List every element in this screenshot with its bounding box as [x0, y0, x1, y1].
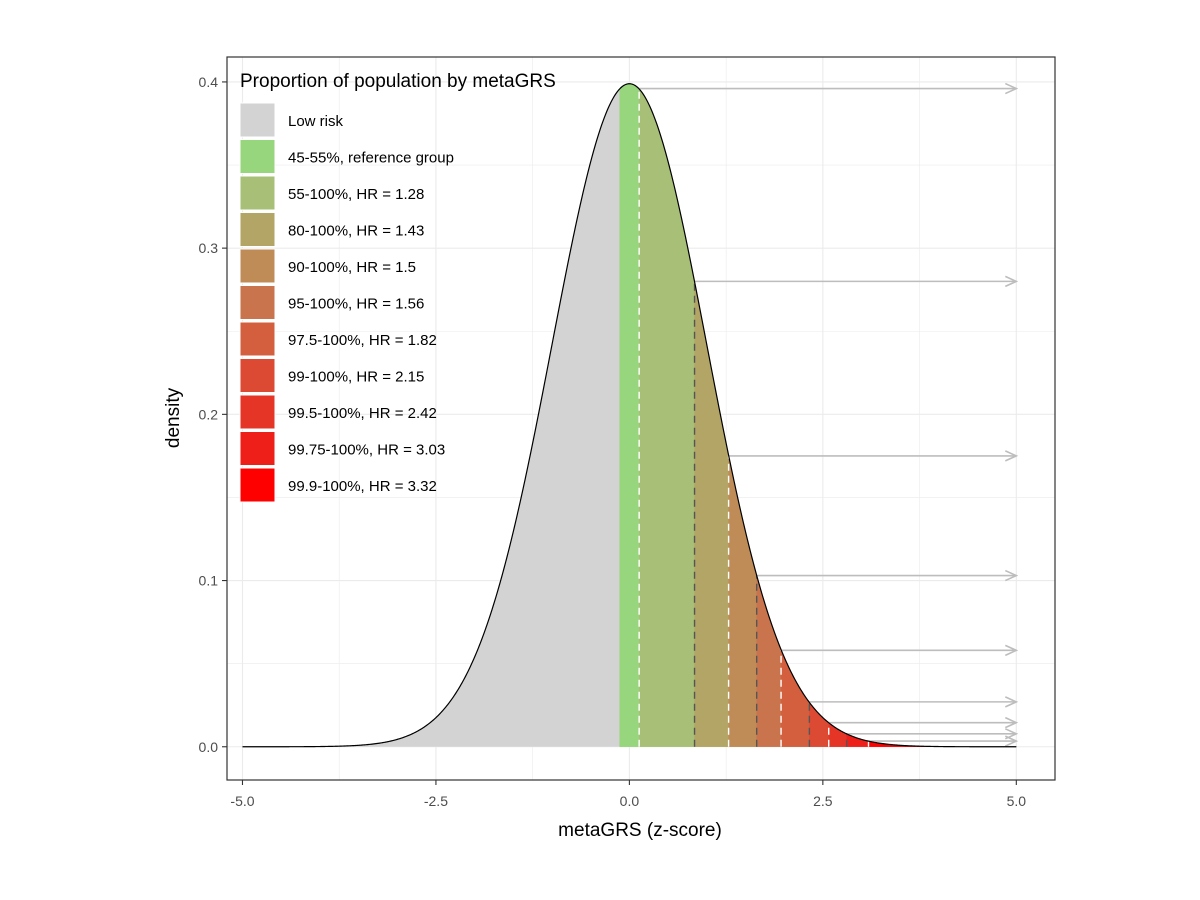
- arrow-head: [1004, 275, 1019, 288]
- legend-label: 99.75-100%, HR = 3.03: [288, 442, 445, 459]
- legend-label: 90-100%, HR = 1.5: [288, 259, 416, 276]
- x-tick-label: 2.5: [813, 793, 833, 809]
- threshold-lines: [638, 88, 870, 747]
- risk-band-area: [828, 722, 847, 747]
- legend-label: 99.5-100%, HR = 2.42: [288, 405, 437, 422]
- risk-band-area: [638, 88, 695, 747]
- x-tick-label: 5.0: [1007, 793, 1027, 809]
- legend-label: 95-100%, HR = 1.56: [288, 296, 424, 313]
- legend-key: [239, 394, 276, 430]
- y-tick-label: 0.4: [199, 74, 219, 90]
- arrow-head: [1004, 696, 1019, 708]
- arrow-head: [1004, 644, 1019, 657]
- legend-label: 99-100%, HR = 2.15: [288, 369, 424, 386]
- legend-label: 45-55%, reference group: [288, 150, 454, 167]
- legend-label: 97.5-100%, HR = 1.82: [288, 332, 437, 349]
- arrow-head: [1004, 716, 1019, 729]
- risk-band-area: [809, 701, 829, 747]
- arrow-head: [1004, 735, 1019, 747]
- legend-label: 99.9-100%, HR = 3.32: [288, 478, 437, 495]
- legend-label: 55-100%, HR = 1.28: [288, 186, 424, 203]
- panel-border: [226, 56, 1056, 781]
- arrow-head: [1004, 569, 1019, 582]
- legend-key: [239, 248, 276, 284]
- arrows: [639, 82, 1019, 747]
- y-tick-label: 0.3: [199, 240, 219, 256]
- arrow-head: [1004, 82, 1019, 95]
- x-tick-label: -2.5: [424, 793, 448, 809]
- legend-key: [239, 321, 276, 357]
- legend-label: 80-100%, HR = 1.43: [288, 223, 424, 240]
- legend-key: [239, 467, 276, 503]
- density-curve-group: [242, 83, 1017, 748]
- y-tick-label: 0.0: [199, 739, 219, 755]
- legend-key: [239, 431, 276, 466]
- legend-key: [239, 139, 276, 174]
- risk-band-area: [756, 575, 782, 747]
- axes: metaGRS (z-score) density -5.0 -2.5 0.0 2.5…: [163, 56, 1056, 841]
- legend-title: Proportion of population by metaGRS: [240, 71, 556, 92]
- arrow-head: [1004, 450, 1019, 462]
- x-tick-label: -5.0: [230, 793, 254, 809]
- legend-key: [239, 175, 276, 211]
- y-tick-label: 0.1: [199, 573, 219, 589]
- legend-label: Low risk: [288, 113, 344, 130]
- legend-key: [239, 358, 276, 393]
- legend-key: [239, 102, 276, 138]
- legend-key: [239, 212, 276, 247]
- density-curve: [242, 83, 1017, 748]
- risk-band-area: [619, 83, 640, 747]
- legend-key: [239, 285, 276, 320]
- y-axis-title: density: [163, 387, 184, 448]
- risk-band-area: [694, 281, 729, 747]
- x-tick-label: 0.0: [620, 793, 640, 809]
- x-axis-title: metaGRS (z-score): [558, 820, 722, 841]
- risk-band-area: [780, 649, 810, 747]
- y-tick-label: 0.2: [199, 406, 219, 422]
- risk-band-area: [728, 455, 757, 747]
- legend: Proportion of population by metaGRS Low …: [239, 71, 556, 503]
